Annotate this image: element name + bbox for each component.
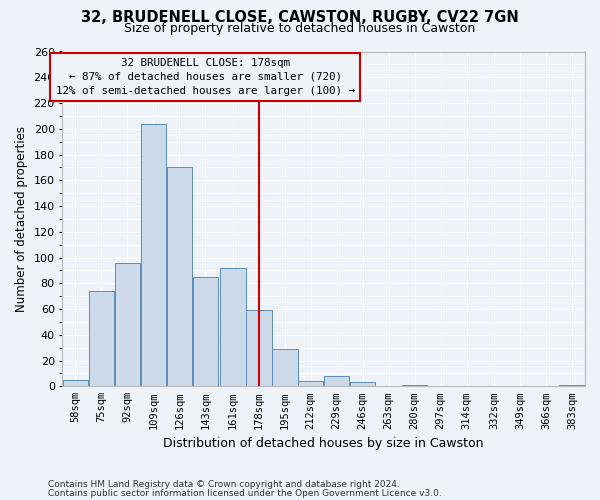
Bar bbox=[89, 291, 114, 386]
Y-axis label: Number of detached properties: Number of detached properties bbox=[15, 126, 28, 312]
Bar bbox=[115, 262, 140, 386]
Bar bbox=[193, 277, 218, 386]
Text: Contains HM Land Registry data © Crown copyright and database right 2024.: Contains HM Land Registry data © Crown c… bbox=[48, 480, 400, 489]
X-axis label: Distribution of detached houses by size in Cawston: Distribution of detached houses by size … bbox=[163, 437, 484, 450]
Bar bbox=[62, 380, 88, 386]
Text: 32 BRUDENELL CLOSE: 178sqm
← 87% of detached houses are smaller (720)
12% of sem: 32 BRUDENELL CLOSE: 178sqm ← 87% of deta… bbox=[56, 58, 355, 96]
Bar bbox=[272, 349, 298, 387]
Bar bbox=[167, 168, 192, 386]
Bar bbox=[220, 268, 245, 386]
Text: Size of property relative to detached houses in Cawston: Size of property relative to detached ho… bbox=[124, 22, 476, 35]
Bar bbox=[559, 385, 585, 386]
Bar bbox=[324, 376, 349, 386]
Text: 32, BRUDENELL CLOSE, CAWSTON, RUGBY, CV22 7GN: 32, BRUDENELL CLOSE, CAWSTON, RUGBY, CV2… bbox=[81, 10, 519, 26]
Bar bbox=[298, 381, 323, 386]
Text: Contains public sector information licensed under the Open Government Licence v3: Contains public sector information licen… bbox=[48, 488, 442, 498]
Bar bbox=[350, 382, 376, 386]
Bar bbox=[246, 310, 272, 386]
Bar bbox=[402, 385, 427, 386]
Bar bbox=[140, 124, 166, 386]
